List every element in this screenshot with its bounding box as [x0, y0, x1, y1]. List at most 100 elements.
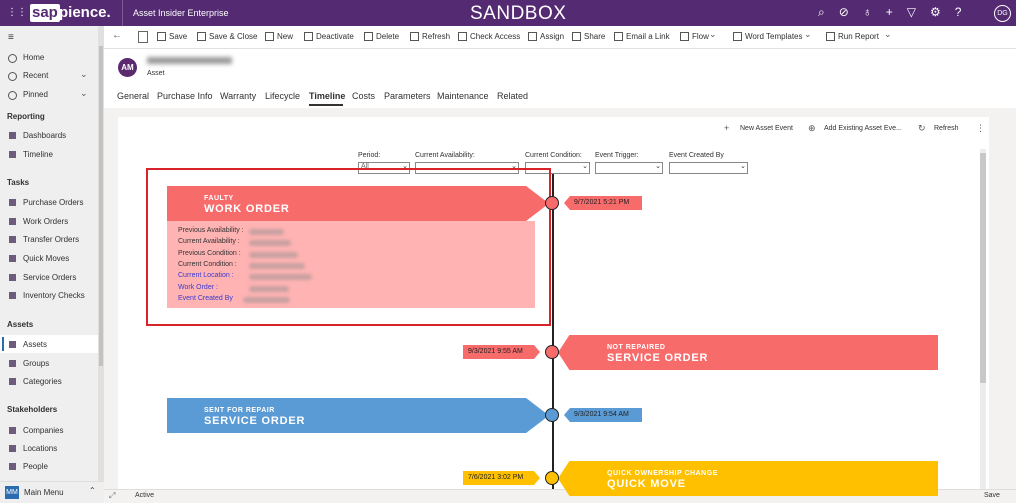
nav-icon — [9, 132, 16, 139]
nav-item[interactable]: Work Orders — [23, 217, 69, 226]
scrollbar[interactable] — [980, 149, 986, 489]
scroll-thumb[interactable] — [980, 153, 986, 383]
tab[interactable]: Purchase Info — [157, 91, 213, 101]
detail-label: Work Order : — [178, 283, 218, 291]
expand-icon[interactable]: ⤢ — [109, 491, 116, 500]
timeline-action[interactable]: New Asset Event — [740, 125, 793, 132]
select-arrow: ⌄ — [511, 163, 517, 170]
tab[interactable]: Warranty — [220, 91, 257, 101]
nav-item[interactable]: Quick Moves — [23, 254, 70, 263]
more-icon[interactable]: ⋮ — [976, 123, 985, 133]
command[interactable]: Flow — [692, 32, 709, 41]
scrollbar[interactable] — [98, 26, 104, 481]
nav-item[interactable]: Home — [23, 53, 45, 62]
nav-item[interactable]: Transfer Orders — [23, 235, 80, 244]
event-type: SERVICE ORDER — [607, 352, 709, 364]
action-icon: ↻ — [918, 123, 926, 133]
nav-icon — [9, 463, 16, 470]
event-banner[interactable]: QUICK OWNERSHIP CHANGE QUICK MOVE — [558, 461, 938, 496]
form-icon[interactable] — [138, 31, 148, 43]
command-icon — [265, 32, 274, 41]
event-banner[interactable]: NOT REPAIRED SERVICE ORDER — [558, 335, 938, 370]
tab[interactable]: Related — [497, 91, 529, 101]
chevron[interactable]: ⌄ — [80, 69, 88, 79]
action-icon: + — [724, 123, 730, 133]
menu-badge: MM — [5, 486, 19, 499]
event-node — [545, 471, 559, 485]
nav-item[interactable]: Timeline — [23, 150, 53, 159]
nav-item[interactable]: Categories — [23, 377, 62, 386]
command[interactable]: Deactivate — [316, 32, 354, 41]
redacted-value — [249, 285, 289, 292]
divider — [122, 0, 123, 26]
command[interactable]: New — [277, 32, 294, 41]
detail-label: Current Location : — [178, 272, 234, 280]
event-banner[interactable]: FAULTY WORK ORDER — [167, 186, 549, 221]
nav-item[interactable]: Pinned — [23, 90, 48, 99]
timeline-action[interactable]: Refresh — [934, 125, 959, 132]
top-icons[interactable]: ⌕⊘♁+▽⚙? — [818, 5, 976, 19]
chevron[interactable]: ⌄ — [80, 88, 88, 98]
command[interactable]: Check Access — [470, 32, 521, 41]
event-date: 9/7/2021 5:21 PM — [564, 196, 642, 210]
tab[interactable]: Timeline — [309, 91, 346, 101]
nav-item[interactable]: Companies — [23, 426, 64, 435]
section-title: Stakeholders — [7, 405, 58, 414]
command[interactable]: Delete — [376, 32, 400, 41]
tab[interactable]: Costs — [352, 91, 376, 101]
record-avatar: AM — [118, 58, 137, 77]
command[interactable]: Refresh — [422, 32, 451, 41]
tab[interactable]: Maintenance — [437, 91, 489, 101]
app-name[interactable]: Asset Insider Enterprise — [133, 8, 229, 18]
scroll-thumb[interactable] — [99, 46, 103, 366]
dropdown-arrow[interactable]: ⌄ — [804, 29, 812, 39]
command-icon — [680, 32, 689, 41]
command[interactable]: Assign — [540, 32, 565, 41]
filter-select[interactable]: ⌄ — [669, 162, 748, 174]
sidebar: ≡ Home Recent ⌄ Pinned ⌄ Reporting Dashboards T… — [0, 26, 104, 489]
nav-item[interactable]: Recent — [23, 71, 49, 80]
detail-label: Event Created By — [178, 294, 233, 302]
event-status: QUICK OWNERSHIP CHANGE — [607, 470, 718, 477]
command[interactable]: Share — [584, 32, 606, 41]
hamburger[interactable]: ≡ — [8, 32, 14, 43]
filter-value: All — [361, 163, 369, 170]
filter-label: Event Created By — [669, 152, 724, 159]
dropdown-arrow[interactable]: ⌄ — [709, 29, 717, 39]
command[interactable]: Word Templates — [745, 32, 803, 41]
app-launcher[interactable]: ⋮⋮ — [7, 7, 27, 18]
event-details: Previous Availability : Current Availabil… — [167, 221, 535, 308]
tab[interactable]: Lifecycle — [265, 91, 301, 101]
nav-item[interactable]: Service Orders — [23, 273, 77, 282]
nav-active — [0, 335, 98, 353]
nav-item[interactable]: Dashboards — [23, 131, 67, 140]
command[interactable]: Email a Link — [626, 32, 670, 41]
nav-item[interactable]: Locations — [23, 444, 58, 453]
timeline-action[interactable]: Add Existing Asset Eve... — [824, 125, 902, 132]
event-status: NOT REPAIRED — [607, 344, 666, 351]
logo-box: sap — [30, 4, 60, 22]
nav-item[interactable]: Purchase Orders — [23, 198, 84, 207]
record-status: Active — [135, 492, 155, 499]
status-save[interactable]: Save — [984, 492, 1000, 499]
nav-icon — [9, 218, 16, 225]
command[interactable]: Save — [169, 32, 188, 41]
nav-item[interactable]: People — [23, 462, 48, 471]
filter-label: Period: — [358, 152, 381, 159]
command-icon — [364, 32, 373, 41]
nav-item[interactable]: Assets — [23, 340, 48, 349]
tab[interactable]: Parameters — [384, 91, 431, 101]
main-menu[interactable]: MM Main Menu ⌃ — [0, 481, 104, 503]
tab[interactable]: General — [117, 91, 150, 101]
user-avatar[interactable]: DG — [994, 5, 1011, 22]
command[interactable]: Save & Close — [209, 32, 258, 41]
dropdown-arrow[interactable]: ⌄ — [884, 29, 892, 39]
event-banner[interactable]: SENT FOR REPAIR SERVICE ORDER — [167, 398, 549, 433]
back-button[interactable]: ← — [112, 30, 122, 41]
nav-item[interactable]: Inventory Checks — [23, 291, 85, 300]
command[interactable]: Run Report — [838, 32, 879, 41]
nav-item[interactable]: Groups — [23, 359, 50, 368]
filter-select[interactable]: ⌄ — [595, 162, 663, 174]
filter-select[interactable]: ⌄ — [525, 162, 590, 174]
